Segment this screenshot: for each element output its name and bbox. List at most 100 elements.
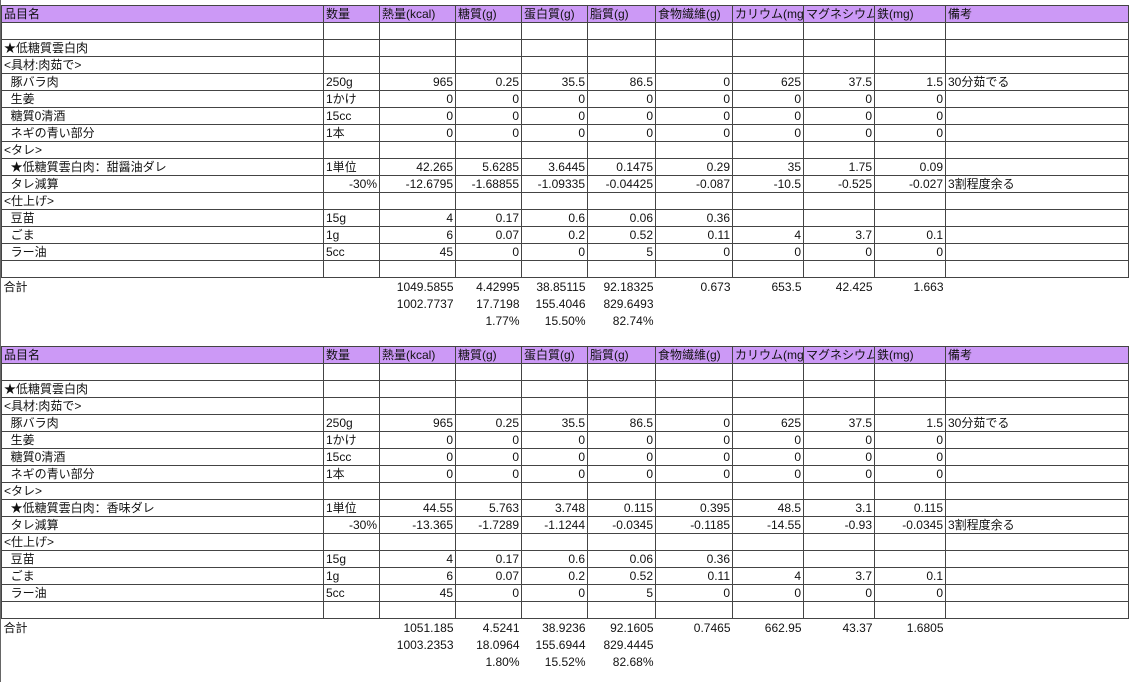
cell (803, 482, 875, 500)
cell: 86.5 (587, 73, 656, 91)
cell (655, 141, 733, 159)
cell: ★低糖質雲白肉 (1, 380, 324, 398)
cell (804, 653, 875, 670)
cell (803, 39, 875, 57)
cell: 92.1605 (610, 620, 654, 635)
cell (732, 550, 804, 568)
cell (655, 482, 733, 500)
item-row: 豚バラ肉 250g 965 0.25 35.5 86.5 0 625 37.5 1.5 30分茹でる (1, 414, 1129, 432)
cell (946, 636, 1129, 653)
cell (379, 533, 456, 551)
cell: 豆苗 (1, 209, 324, 227)
cell (655, 397, 733, 415)
cell: 0.25 (455, 414, 522, 432)
cell: 1.5 (874, 73, 946, 91)
cell (379, 56, 456, 74)
cell: 0.06 (587, 209, 656, 227)
cell: 3割程度余る (945, 516, 1129, 534)
header-cell: 数量 (323, 5, 380, 23)
cell: -0.027 (874, 175, 946, 193)
cell: 4.5241 (482, 620, 520, 635)
cell: 0 (655, 90, 733, 108)
cell: 1049.5855 (396, 279, 454, 294)
cell (946, 653, 1129, 670)
cell: 965 (379, 73, 456, 91)
cell (2, 653, 324, 670)
cell (521, 397, 588, 415)
header-cell: 糖質(g) (455, 5, 522, 23)
cell (323, 56, 380, 74)
cell (945, 39, 1129, 57)
cell (455, 22, 522, 40)
cell: 0.2 (521, 226, 588, 244)
cell (945, 141, 1129, 159)
cell: -10.5 (732, 175, 804, 193)
cell (803, 22, 875, 40)
cell: 0 (587, 465, 656, 483)
cell: 0 (874, 107, 946, 125)
cell (323, 363, 380, 381)
cell (324, 636, 380, 653)
cell: 0.36 (655, 209, 733, 227)
cell (455, 39, 522, 57)
cell: 625 (732, 414, 804, 432)
cell (379, 380, 456, 398)
cell: 合計 (3, 620, 28, 635)
cell: 1.5 (874, 414, 946, 432)
cell: 0.1 (874, 226, 946, 244)
cell (380, 653, 456, 670)
item-row: <仕上げ> (1, 533, 1129, 551)
cell (945, 482, 1129, 500)
header-cell: 熱量(kcal) (379, 5, 456, 23)
cell: タレ減算 (1, 175, 324, 193)
item-row (1, 601, 1129, 619)
header-cell: 糖質(g) (455, 346, 522, 364)
cell: 0 (803, 448, 875, 466)
cell: 37.5 (803, 414, 875, 432)
cell: 4 (732, 226, 804, 244)
cell (521, 380, 588, 398)
cell (656, 653, 733, 670)
cell: 0 (455, 465, 522, 483)
cell: 15.52% (544, 654, 586, 669)
cell: 3.7 (803, 226, 875, 244)
cell: 0 (655, 73, 733, 91)
cell (874, 363, 946, 381)
cell: 6 (379, 567, 456, 585)
item-row: 豚バラ肉 250g 965 0.25 35.5 86.5 0 625 37.5 1.5 30分茹でる (1, 73, 1129, 91)
cell (587, 56, 656, 74)
cell: <タレ> (1, 482, 324, 500)
cell: 0 (455, 584, 522, 602)
cell: 0 (874, 431, 946, 449)
nutrition-table: 品目名 数量 熱量(kcal) 糖質(g) 蛋白質(g) 脂質(g) 食物繊維(g) カリウム… (1, 5, 1129, 329)
cell (874, 397, 946, 415)
cell: 5cc (323, 243, 380, 261)
cell: 0 (379, 107, 456, 125)
cell (803, 192, 875, 210)
item-row: 糖質0清酒 15cc 0 0 0 0 0 0 0 0 (1, 107, 1129, 125)
cell (587, 397, 656, 415)
cell (945, 22, 1129, 40)
cell: 82.68% (612, 654, 654, 669)
cell: 82.74% (612, 313, 654, 328)
cell: 0 (874, 124, 946, 142)
cell: 0 (803, 465, 875, 483)
nutrition-table: 品目名 数量 熱量(kcal) 糖質(g) 蛋白質(g) 脂質(g) 食物繊維(g) カリウム… (1, 346, 1129, 670)
cell (521, 363, 588, 381)
cell (874, 141, 946, 159)
header-cell: 脂質(g) (587, 346, 656, 364)
header-cell: 蛋白質(g) (521, 346, 588, 364)
cell: -1.1244 (521, 516, 588, 534)
cell: 17.7198 (476, 296, 520, 311)
header-cell: 鉄(mg) (874, 5, 946, 23)
cell (323, 22, 380, 40)
cell: ラー油 (1, 584, 324, 602)
cell (732, 192, 804, 210)
cell (655, 533, 733, 551)
cell: 0 (455, 448, 522, 466)
cell (455, 56, 522, 74)
cell: 0 (732, 107, 804, 125)
cell: -1.68855 (455, 175, 522, 193)
cell: -0.087 (655, 175, 733, 193)
cell: 5.6285 (455, 158, 522, 176)
